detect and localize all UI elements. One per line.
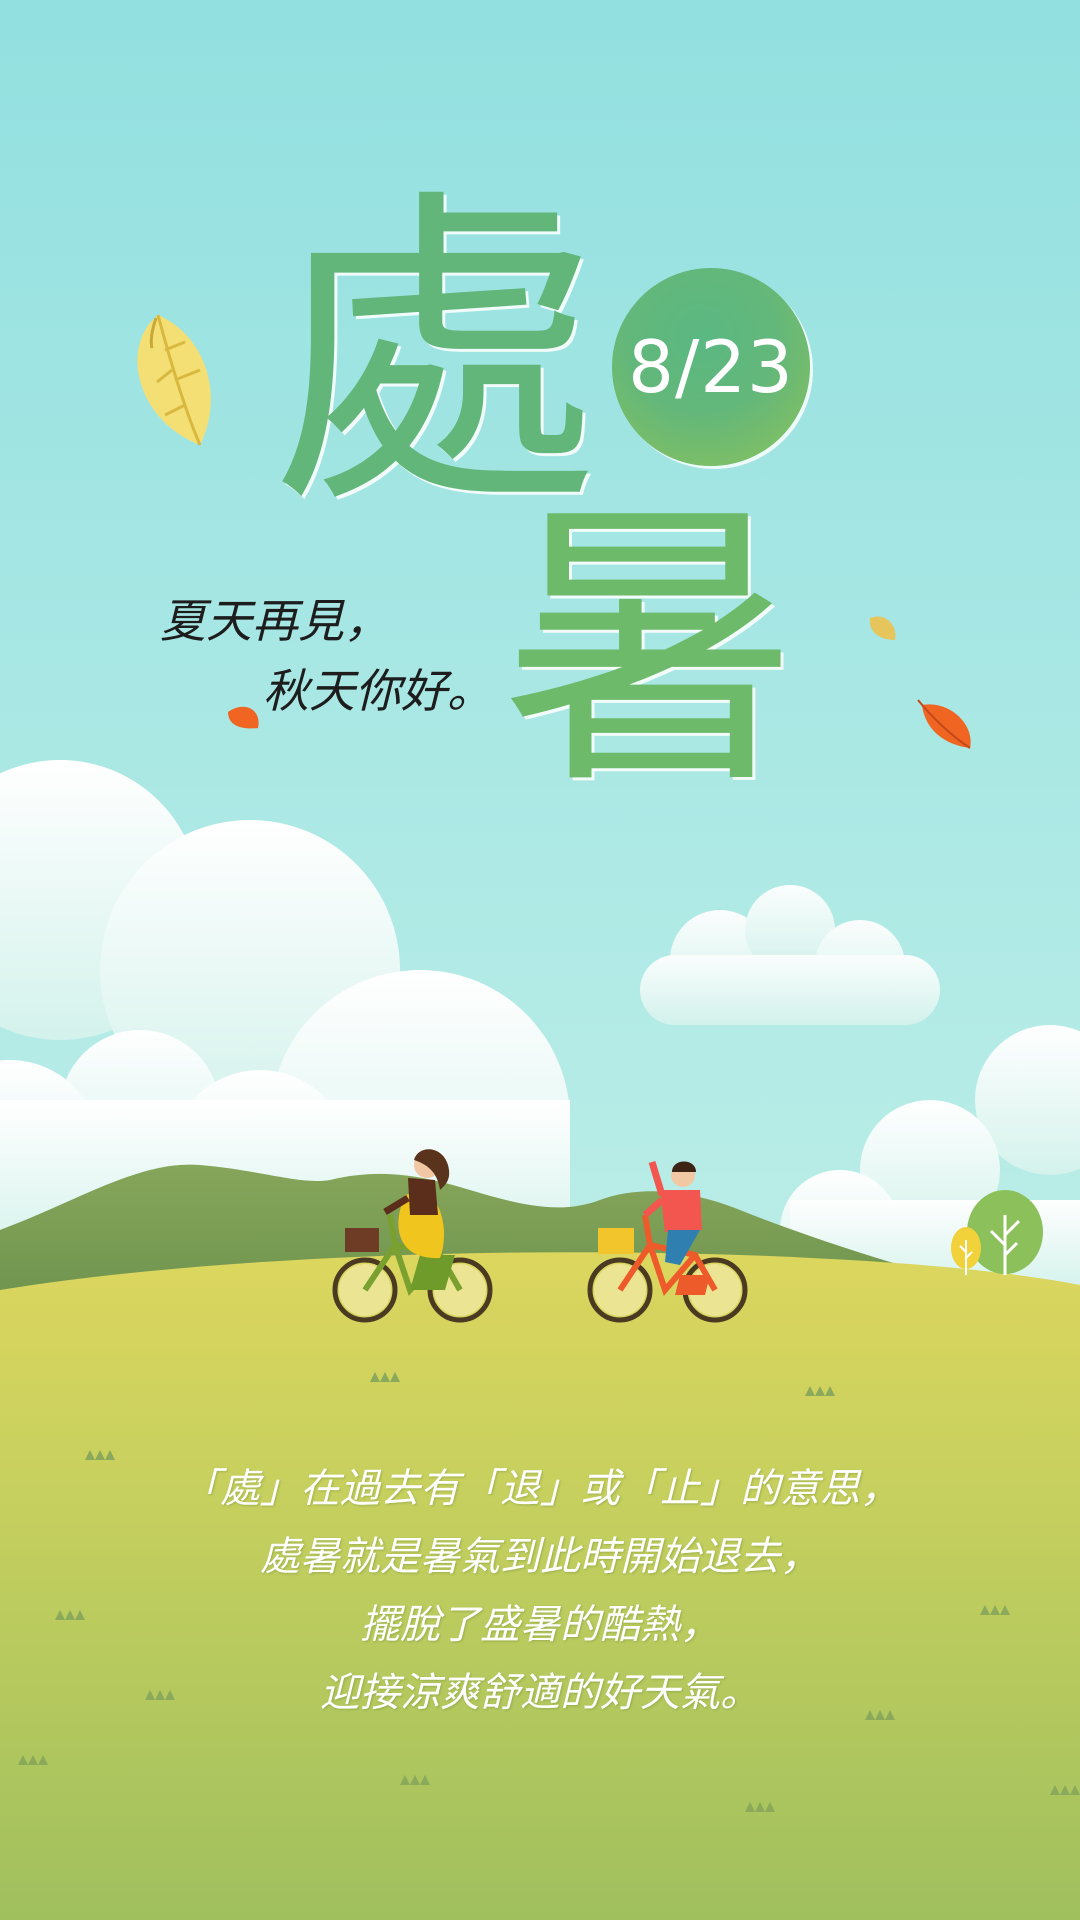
tree-icon — [951, 1190, 1043, 1275]
grass-tuft-icon — [18, 1372, 1080, 1812]
title-char-chu: 處 — [270, 163, 600, 547]
falling-leaf-icon — [917, 699, 971, 749]
body-line: 處暑就是暑氣到此時開始退去， — [260, 1534, 820, 1580]
body-line: 迎接涼爽舒適的好天氣。 — [320, 1670, 760, 1716]
greeting-line-1: 夏天再見， — [160, 594, 390, 648]
body-line: 「處」在過去有「退」或「止」的意思， — [180, 1466, 900, 1512]
bicycle-icon — [587, 1160, 748, 1323]
date-text: 8/23 — [628, 325, 794, 409]
body-text: 「處」在過去有「退」或「止」的意思， 處暑就是暑氣到此時開始退去， 擺脫了盛暑的… — [0, 1455, 1080, 1727]
field — [0, 1252, 1080, 1920]
cloud-icon — [640, 885, 940, 1025]
falling-leaf-icon — [869, 616, 896, 640]
bicycle-icon — [332, 1149, 493, 1323]
greeting-line-2: 秋天你好。 — [263, 664, 493, 718]
title-char-shu: 暑 — [500, 475, 800, 824]
falling-leaf-icon — [228, 706, 259, 729]
date-badge: 8/23 — [612, 268, 810, 466]
body-line: 擺脫了盛暑的酷熱， — [360, 1602, 720, 1648]
falling-leaf-icon — [137, 314, 211, 446]
